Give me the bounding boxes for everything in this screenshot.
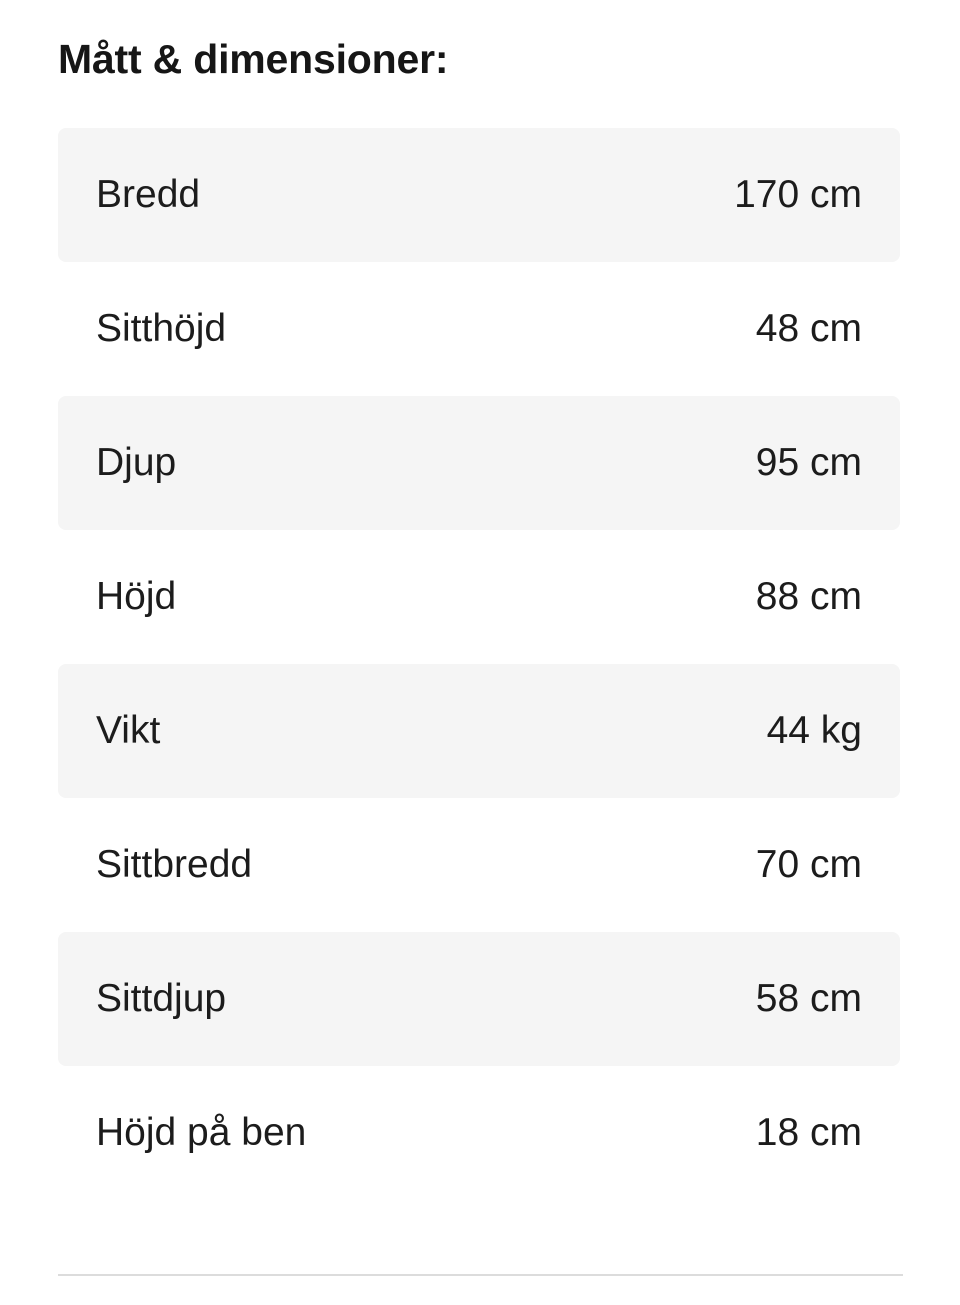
row-label: Bredd: [96, 172, 201, 216]
table-row: Bredd 170 cm: [58, 128, 900, 262]
table-row: Djup 95 cm: [58, 396, 900, 530]
row-label: Höjd: [96, 574, 177, 618]
row-value: 88 cm: [755, 574, 862, 618]
table-row: Vikt 44 kg: [58, 664, 900, 798]
section-title: Mått & dimensioner:: [58, 36, 449, 82]
table-row: Sitthöjd 48 cm: [58, 262, 900, 396]
row-label: Djup: [96, 440, 177, 484]
row-label: Sittdjup: [96, 976, 227, 1020]
table-row: Höjd på ben 18 cm: [58, 1066, 900, 1200]
spec-table: Bredd 170 cm Sitthöjd 48 cm Djup 95 cm H…: [58, 128, 900, 1200]
row-value: 48 cm: [755, 306, 862, 350]
row-label: Sittbredd: [96, 842, 253, 886]
table-row: Höjd 88 cm: [58, 530, 900, 664]
row-label: Vikt: [96, 708, 161, 752]
row-value: 44 kg: [766, 708, 862, 752]
row-value: 170 cm: [734, 172, 862, 216]
table-row: Sittdjup 58 cm: [58, 932, 900, 1066]
table-row: Sittbredd 70 cm: [58, 798, 900, 932]
section-divider: [58, 1274, 903, 1276]
row-label: Höjd på ben: [96, 1110, 307, 1154]
row-value: 58 cm: [755, 976, 862, 1020]
row-value: 70 cm: [755, 842, 862, 886]
row-value: 95 cm: [755, 440, 862, 484]
specs-section: Mått & dimensioner: Bredd 170 cm Sitthöj…: [58, 36, 903, 1276]
row-value: 18 cm: [755, 1110, 862, 1154]
row-label: Sitthöjd: [96, 306, 227, 350]
